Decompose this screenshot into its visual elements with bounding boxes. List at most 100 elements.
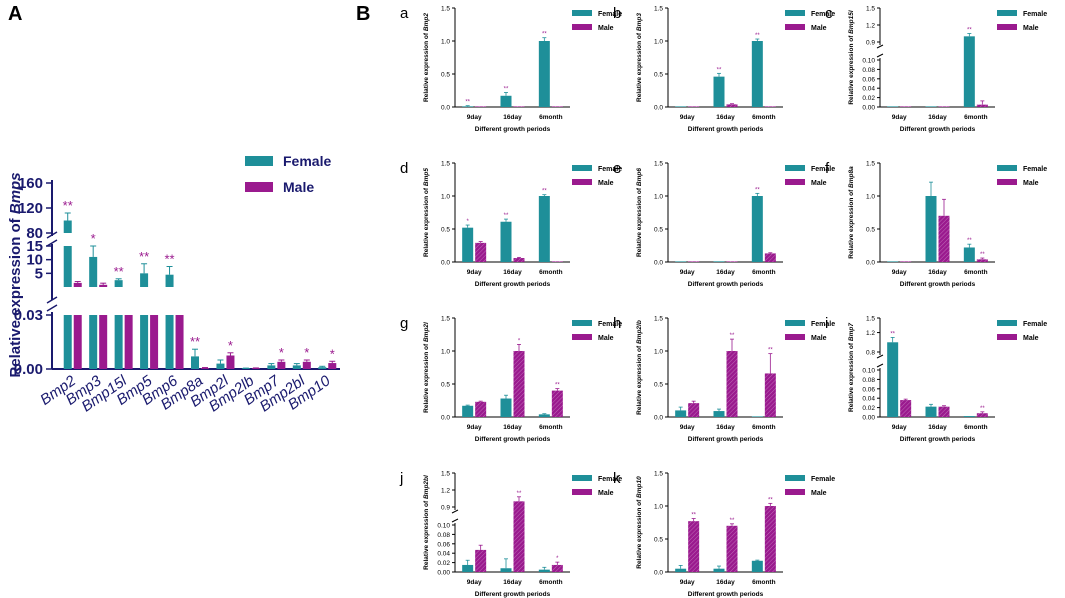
bar-female [751,416,763,417]
significance-star: * [330,346,335,361]
y-tick-label: 1.5 [441,471,450,478]
legend-label: Male [1023,180,1039,187]
x-tick-label: 16day [503,424,522,431]
bar-male [900,400,912,417]
bar-male [513,501,525,572]
bar-female [751,41,763,107]
legend-swatch-male [785,334,805,340]
y-tick-label: 15 [26,238,43,255]
bar-female [63,220,72,233]
subchart-letter-j: j [399,470,403,487]
y-tick-label: 5 [35,265,43,282]
y-tick-label: 0.0 [866,260,875,267]
bar-male [976,259,988,262]
x-tick-label: 6month [752,579,776,586]
bar-male [513,106,525,107]
x-tick-label: 9day [892,269,907,276]
significance-star: ** [465,100,470,106]
significance-star: * [518,338,521,344]
y-tick-label: 0.06 [437,541,450,548]
y-axis-label: Relative expression of Bmp15l [848,10,855,104]
y-tick-label: 0.0 [654,415,663,422]
x-tick-label: 9day [680,269,695,276]
significance-star: ** [730,518,735,524]
bar-female [675,261,687,262]
subchart-a: a 0.0 0.5 1.0 1.5 Relative expression of Bmp2… [400,5,622,133]
y-tick-label: 0.02 [862,95,875,102]
bar-female [500,398,512,417]
bar-female [216,363,225,369]
y-tick-label: 0.5 [441,227,450,234]
bar-female [538,414,550,417]
legend-label: Male [283,179,314,195]
legend-swatch-male [572,334,592,340]
bar-male [688,521,700,572]
bar-male [124,315,133,369]
legend-swatch-female [245,156,273,166]
bar-female [751,560,763,572]
subchart-letter-a: a [400,5,409,22]
significance-star: ** [967,28,972,34]
y-axis-label: Relative expression of Bmps [7,172,24,377]
subchart-letter-c: c [825,5,833,22]
bar-male [277,361,286,369]
x-axis-label: Different growth periods [688,591,764,598]
axis-break-mark [451,509,459,523]
x-tick-label: 16day [503,269,522,276]
legend-label: Male [598,490,614,497]
significance-star: ** [967,238,972,244]
x-axis-label: Different growth periods [688,126,764,133]
y-tick-label: 1.0 [441,194,450,201]
x-axis-label: Different growth periods [475,281,551,288]
y-tick-label: 80 [26,225,43,242]
y-tick-label: 0.10 [862,58,875,65]
legend-swatch-female [785,165,805,171]
significance-star: ** [504,86,509,92]
bar-female [462,106,474,107]
y-tick-label: 1.5 [441,161,450,168]
legend-label: Female [811,11,835,18]
subchart-letter-h: h [613,315,621,332]
bar-female [462,227,474,262]
y-tick-label: 1.0 [654,194,663,201]
significance-star: ** [768,348,773,354]
bar-female [500,568,512,572]
y-tick-label: 0.06 [862,386,875,393]
subchart-c: c 0.00 0.02 0.04 0.06 0.08 0.10 0.9 1.2 1.5 Relati… [825,5,1047,133]
subchart-letter-d: d [400,160,408,177]
y-axis-label: Relative expression of Bmp3 [636,13,643,102]
bar-male [764,373,776,417]
y-tick-label: 160 [18,175,43,192]
y-axis-label: Relative expression of Bmp7 [848,323,855,412]
y-tick-label: 1.5 [654,316,663,323]
bar-male [900,106,912,107]
bar-male [551,106,563,107]
bar-female [165,315,174,369]
legend-label: Male [811,180,827,187]
bar-male [726,351,738,417]
y-tick-label: 1.0 [654,39,663,46]
legend-swatch-male [245,182,273,192]
y-tick-label: 0.00 [437,570,450,577]
y-tick-label: 0.5 [654,382,663,389]
y-tick-label: 0.04 [437,551,450,558]
significance-star: ** [755,33,760,39]
subchart-g: g 0.0 0.5 1.0 1.5 Relative expression of Bmp2… [400,315,622,443]
bar-male [764,506,776,572]
significance-star: ** [691,513,696,519]
y-tick-label: 0.0 [654,105,663,112]
y-tick-label: 0.00 [14,361,43,378]
bar-female [675,410,687,417]
legend-swatch-male [997,24,1017,30]
bar-male [726,104,738,107]
bar-female [887,261,899,262]
significance-star: ** [190,334,200,349]
y-tick-label: 1.5 [654,161,663,168]
y-tick-label: 0.5 [441,72,450,79]
bar-male [726,261,738,262]
significance-star: ** [139,249,149,264]
legend-label: Female [811,476,835,483]
bar-male [551,390,563,417]
